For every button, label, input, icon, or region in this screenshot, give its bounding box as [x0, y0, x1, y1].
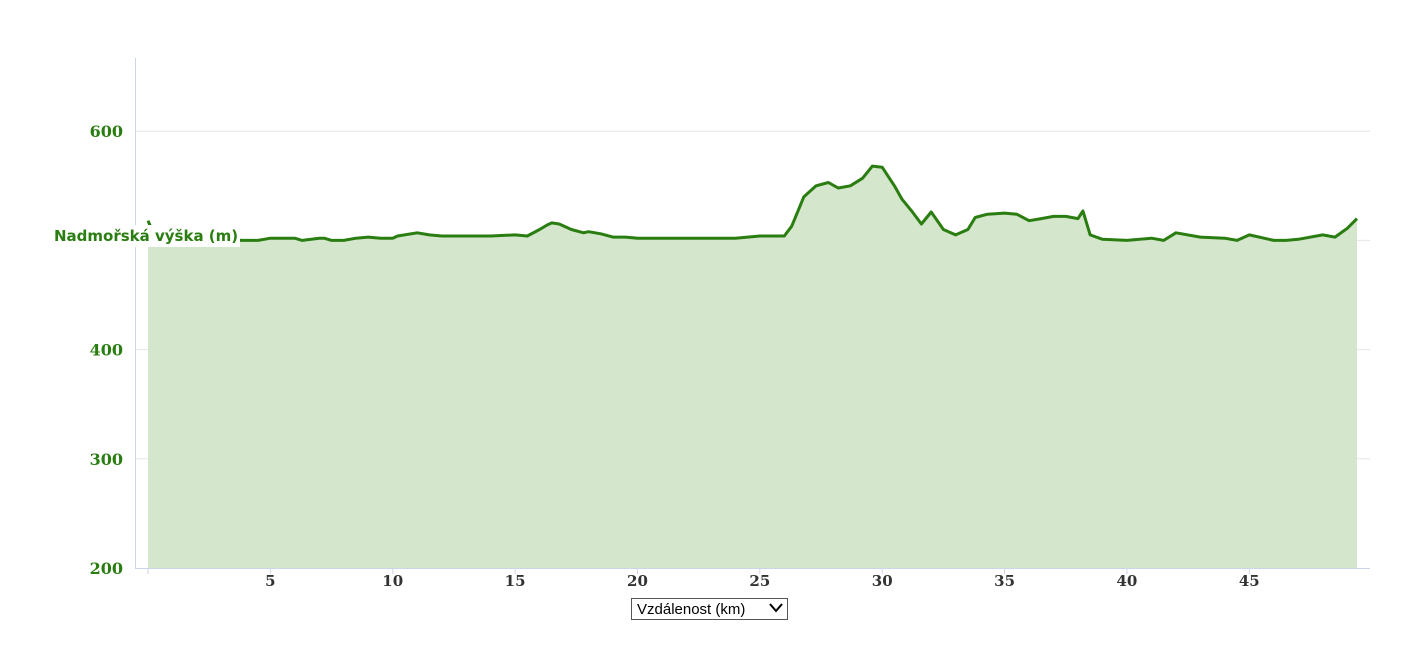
x-tick-label: 20: [627, 572, 648, 590]
y-tick-label: 400: [90, 341, 123, 360]
x-axis-dropdown[interactable]: Vzdálenost (km): [631, 598, 788, 620]
x-tick-label: 35: [994, 572, 1015, 590]
x-tick-label: 25: [749, 572, 770, 590]
y-tick-label: 300: [90, 450, 123, 469]
x-tick-label: 5: [265, 572, 275, 590]
y-tick-label: 600: [90, 122, 123, 141]
x-tick-label: 45: [1239, 572, 1260, 590]
x-tick-label: 40: [1117, 572, 1138, 590]
x-axis-dropdown-value: Vzdálenost (km): [637, 600, 746, 618]
x-tick-label: 10: [382, 572, 403, 590]
y-axis-ticks: 200 300 400 600: [90, 122, 123, 578]
elevation-area: [148, 166, 1357, 568]
x-tick-label: 30: [872, 572, 893, 590]
x-axis-ticks: 5 10 15 20 25 30 35 40 45: [147, 568, 1260, 590]
y-axis-title-text: Nadmořská výška (m): [54, 227, 239, 245]
x-tick-label: 15: [505, 572, 526, 590]
x-axis-selector[interactable]: Vzdálenost (km): [631, 598, 788, 620]
chevron-down-icon: [769, 602, 783, 616]
y-tick-label: 200: [90, 559, 123, 578]
y-axis-title: Nadmořská výška (m): [52, 225, 241, 247]
elevation-line: [146, 164, 1359, 242]
